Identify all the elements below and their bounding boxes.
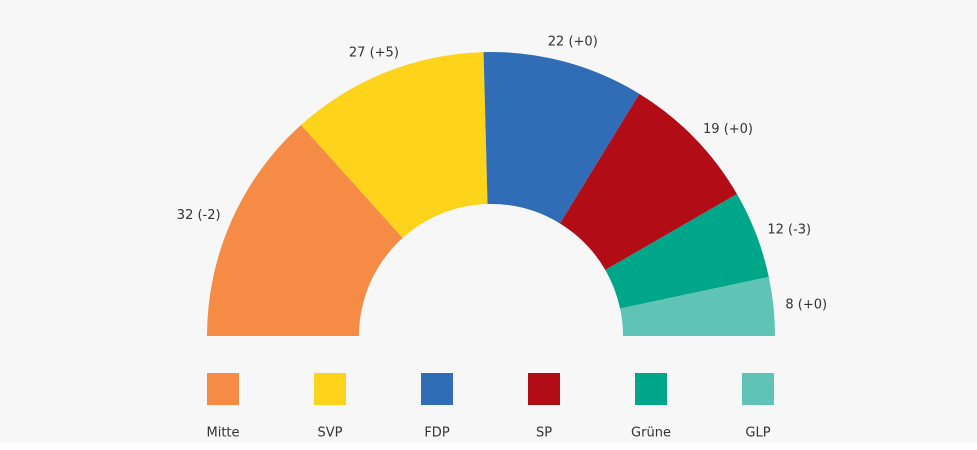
legend-label: Mitte <box>206 426 239 441</box>
legend-swatch <box>421 373 453 405</box>
seat-segment <box>620 276 775 336</box>
seat-segment <box>483 51 640 224</box>
legend-label: SVP <box>318 426 343 441</box>
legend-swatch <box>207 373 239 405</box>
value-label: 32 (-2) <box>177 208 221 223</box>
seat-segment <box>300 52 488 238</box>
value-label: 12 (-3) <box>767 222 811 237</box>
value-label: 27 (+5) <box>349 46 399 61</box>
legend-label: SP <box>536 426 552 441</box>
value-label: 19 (+0) <box>703 122 753 137</box>
seat-segment <box>207 124 403 336</box>
legend-swatch <box>314 373 346 405</box>
legend-label: Grüne <box>631 426 671 441</box>
legend-swatch <box>742 373 774 405</box>
value-label: 22 (+0) <box>548 35 598 50</box>
legend-label: FDP <box>424 426 449 441</box>
legend-swatch <box>528 373 560 405</box>
seat-segment <box>559 93 737 271</box>
legend-label: GLP <box>745 426 770 441</box>
value-label: 8 (+0) <box>785 298 827 313</box>
seat-segment <box>605 194 769 309</box>
legend-swatch <box>635 373 667 405</box>
